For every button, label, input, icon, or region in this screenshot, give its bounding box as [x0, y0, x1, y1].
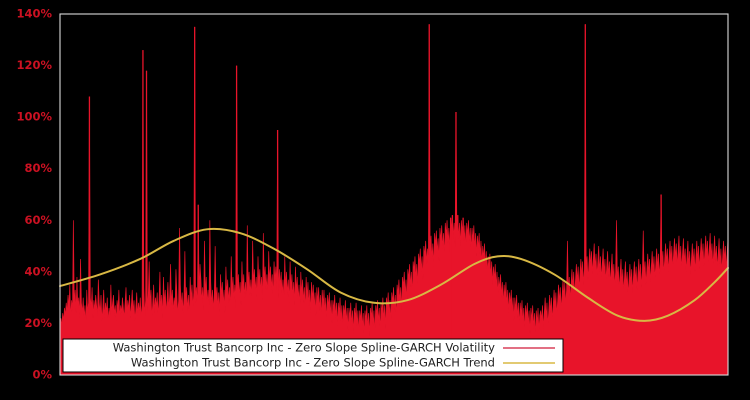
legend-background	[62, 338, 564, 373]
legend-entry-label: Washington Trust Bancorp Inc - Zero Slop…	[131, 356, 495, 370]
chart-legend: Washington Trust Bancorp Inc - Zero Slop…	[62, 338, 564, 373]
trend-series	[59, 227, 729, 322]
y-axis-tick-label: 100%	[16, 110, 52, 124]
y-axis-tick-label: 20%	[24, 316, 52, 330]
y-axis-tick-labels: 0% 20% 40% 60% 80% 100% 120% 140%	[16, 7, 52, 382]
y-axis-tick-label: 80%	[24, 161, 52, 175]
legend-entry-label: Washington Trust Bancorp Inc - Zero Slop…	[113, 341, 495, 355]
y-axis-tick-label: 40%	[24, 264, 52, 278]
y-axis-tick-label: 60%	[24, 213, 52, 227]
y-axis-tick-label: 0%	[32, 368, 52, 382]
plot-frame-border	[59, 13, 729, 376]
y-axis-tick-label: 120%	[16, 58, 52, 72]
y-axis-tick-label: 140%	[16, 7, 52, 21]
